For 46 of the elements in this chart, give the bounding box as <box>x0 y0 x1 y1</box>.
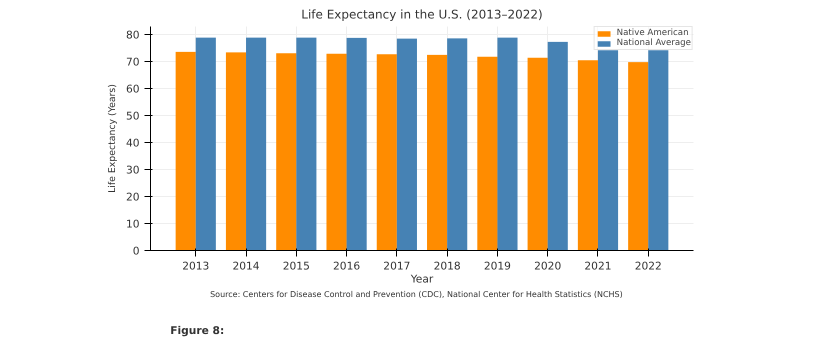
bar <box>276 53 296 250</box>
x-tick-label: 2019 <box>484 260 512 272</box>
x-tick-label: 2018 <box>434 260 461 272</box>
bar <box>326 54 347 250</box>
x-axis-title: Year <box>410 272 434 286</box>
source-note: Source: Centers for Disease Control and Prevention (CDC), National Center for Health Statistics (NCHS) <box>210 290 623 299</box>
x-tick-label: 2021 <box>584 260 612 272</box>
x-tick-label: 2022 <box>634 260 662 272</box>
y-tick-label: 40 <box>126 136 140 150</box>
y-tick-label: 50 <box>126 110 140 123</box>
bar <box>447 38 468 250</box>
bar <box>296 38 316 250</box>
y-tick-label: 10 <box>126 218 140 231</box>
x-tick-label: 2015 <box>282 260 310 272</box>
x-tick-label: 2014 <box>232 260 260 272</box>
bar <box>396 38 417 250</box>
y-axis-title: Life Expectancy (Years) <box>106 84 118 193</box>
y-tick-label: 70 <box>126 56 140 69</box>
legend-label: National Average <box>616 38 691 48</box>
bar <box>528 58 548 250</box>
bar <box>628 62 648 250</box>
y-tick-label: 0 <box>132 244 140 258</box>
legend-label: Native American <box>616 28 689 38</box>
bar <box>246 38 266 250</box>
bar <box>648 50 668 250</box>
bar <box>548 42 568 250</box>
x-tick-label: 2017 <box>383 260 410 272</box>
bar <box>346 38 367 250</box>
caption: Figure 8: <box>170 324 224 337</box>
bar <box>477 56 498 250</box>
y-tick-label: 30 <box>126 164 140 177</box>
bar <box>598 50 618 250</box>
y-tick-label: 80 <box>126 28 140 42</box>
bar <box>497 38 518 250</box>
y-tick-label: 60 <box>126 82 140 96</box>
x-tick-label: 2020 <box>534 260 562 272</box>
y-tick-label: 20 <box>126 190 140 204</box>
bar <box>176 52 196 250</box>
bar <box>376 54 397 250</box>
x-tick-label: 2016 <box>333 260 360 272</box>
bar <box>427 54 448 250</box>
chart-title: Life Expectancy in the U.S. (2013–2022) <box>301 8 543 22</box>
x-tick-label: 2013 <box>182 260 210 272</box>
bar <box>578 60 598 250</box>
bar <box>226 52 246 250</box>
bar <box>196 38 216 250</box>
